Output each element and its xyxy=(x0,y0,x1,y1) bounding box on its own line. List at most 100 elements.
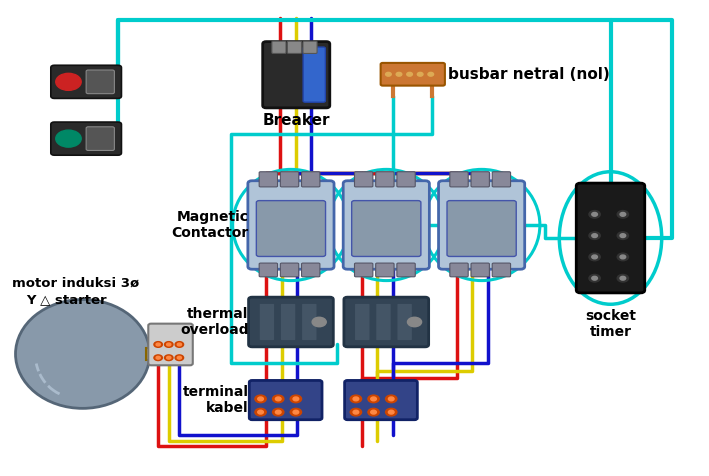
Circle shape xyxy=(290,395,301,403)
Text: Breaker: Breaker xyxy=(262,113,330,128)
Bar xyxy=(146,348,167,360)
FancyBboxPatch shape xyxy=(301,172,320,187)
FancyBboxPatch shape xyxy=(257,200,325,257)
FancyBboxPatch shape xyxy=(450,263,468,277)
Circle shape xyxy=(255,395,266,403)
Circle shape xyxy=(408,317,422,327)
FancyBboxPatch shape xyxy=(51,122,121,155)
Circle shape xyxy=(290,408,301,416)
FancyBboxPatch shape xyxy=(354,303,370,341)
Circle shape xyxy=(272,395,284,403)
FancyBboxPatch shape xyxy=(471,263,489,277)
FancyBboxPatch shape xyxy=(376,172,394,187)
FancyBboxPatch shape xyxy=(439,181,525,269)
FancyBboxPatch shape xyxy=(51,65,121,99)
FancyBboxPatch shape xyxy=(259,263,277,277)
Circle shape xyxy=(293,397,298,401)
Circle shape xyxy=(275,397,281,401)
Text: Y △ starter: Y △ starter xyxy=(26,293,107,306)
Text: socket
timer: socket timer xyxy=(585,309,636,339)
Circle shape xyxy=(368,408,379,416)
FancyBboxPatch shape xyxy=(471,172,489,187)
Circle shape xyxy=(175,342,184,347)
Text: Magnetic
Contactor: Magnetic Contactor xyxy=(172,210,249,240)
Circle shape xyxy=(177,343,182,346)
FancyBboxPatch shape xyxy=(376,303,391,341)
FancyBboxPatch shape xyxy=(287,41,301,53)
FancyBboxPatch shape xyxy=(397,263,415,277)
Circle shape xyxy=(618,232,628,239)
Circle shape xyxy=(156,343,160,346)
FancyBboxPatch shape xyxy=(381,63,445,86)
Circle shape xyxy=(618,253,628,261)
FancyBboxPatch shape xyxy=(272,41,286,53)
Circle shape xyxy=(386,72,391,76)
FancyBboxPatch shape xyxy=(259,303,274,341)
FancyBboxPatch shape xyxy=(86,127,114,150)
Ellipse shape xyxy=(16,299,150,408)
FancyBboxPatch shape xyxy=(303,41,317,53)
Circle shape xyxy=(167,343,171,346)
Text: busbar netral (nol): busbar netral (nol) xyxy=(448,67,610,82)
FancyBboxPatch shape xyxy=(248,181,334,269)
Circle shape xyxy=(258,410,264,414)
FancyBboxPatch shape xyxy=(354,172,373,187)
Text: thermal
overload: thermal overload xyxy=(180,307,249,337)
Circle shape xyxy=(589,275,601,282)
FancyBboxPatch shape xyxy=(344,297,429,347)
Circle shape xyxy=(592,234,598,238)
Circle shape xyxy=(396,72,402,76)
Circle shape xyxy=(56,73,82,90)
Circle shape xyxy=(164,355,173,360)
FancyBboxPatch shape xyxy=(249,297,333,347)
Circle shape xyxy=(368,395,379,403)
FancyBboxPatch shape xyxy=(492,263,510,277)
FancyBboxPatch shape xyxy=(343,181,430,269)
FancyBboxPatch shape xyxy=(492,172,510,187)
FancyBboxPatch shape xyxy=(450,172,468,187)
Circle shape xyxy=(275,410,281,414)
FancyBboxPatch shape xyxy=(397,172,415,187)
Circle shape xyxy=(371,410,376,414)
Circle shape xyxy=(589,253,601,261)
Text: terminal
kabel: terminal kabel xyxy=(182,385,249,415)
FancyBboxPatch shape xyxy=(259,172,277,187)
Circle shape xyxy=(175,355,184,360)
Circle shape xyxy=(154,342,162,347)
Circle shape xyxy=(428,72,434,76)
FancyBboxPatch shape xyxy=(86,70,114,94)
FancyBboxPatch shape xyxy=(301,303,317,341)
FancyBboxPatch shape xyxy=(352,200,421,257)
Circle shape xyxy=(386,395,397,403)
Circle shape xyxy=(255,408,266,416)
FancyBboxPatch shape xyxy=(447,200,516,257)
Circle shape xyxy=(389,397,394,401)
Circle shape xyxy=(618,275,628,282)
Circle shape xyxy=(386,408,397,416)
Circle shape xyxy=(620,255,625,259)
Circle shape xyxy=(272,408,284,416)
Circle shape xyxy=(589,210,601,218)
Circle shape xyxy=(371,397,376,401)
Circle shape xyxy=(350,408,362,416)
Text: motor induksi 3ø: motor induksi 3ø xyxy=(12,277,139,289)
Circle shape xyxy=(312,317,326,327)
FancyBboxPatch shape xyxy=(576,183,644,293)
Circle shape xyxy=(592,277,598,280)
FancyBboxPatch shape xyxy=(345,380,418,420)
Circle shape xyxy=(156,357,160,359)
Circle shape xyxy=(56,130,82,147)
Circle shape xyxy=(353,410,359,414)
FancyBboxPatch shape xyxy=(303,47,325,102)
Circle shape xyxy=(164,342,173,347)
Circle shape xyxy=(177,357,182,359)
Circle shape xyxy=(620,234,625,238)
FancyBboxPatch shape xyxy=(250,380,322,420)
Circle shape xyxy=(353,397,359,401)
Circle shape xyxy=(620,212,625,216)
FancyBboxPatch shape xyxy=(263,41,330,108)
Circle shape xyxy=(618,210,628,218)
FancyBboxPatch shape xyxy=(354,263,373,277)
FancyBboxPatch shape xyxy=(148,324,193,365)
Circle shape xyxy=(620,277,625,280)
